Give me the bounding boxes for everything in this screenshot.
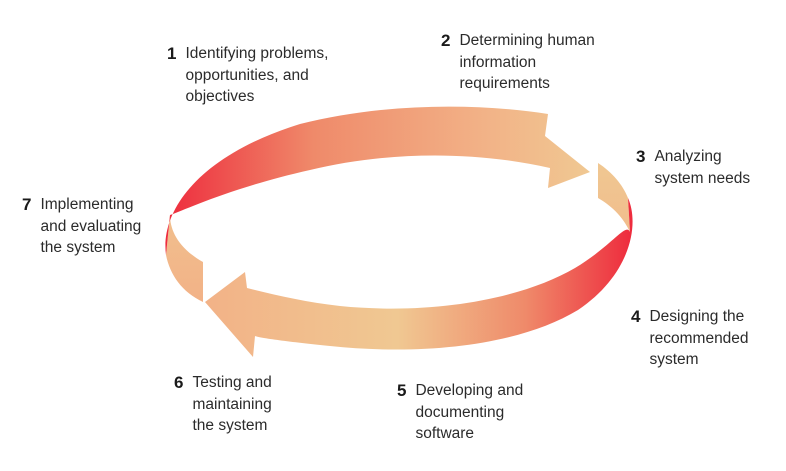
step-5: 5 Developing and documenting software <box>397 380 523 445</box>
step-6: 6 Testing and maintaining the system <box>174 372 272 437</box>
step-6-number: 6 <box>174 373 184 392</box>
step-7-number: 7 <box>22 195 32 214</box>
step-7-label: Implementing and evaluating the system <box>40 196 142 256</box>
left-back-wall <box>166 215 203 302</box>
step-1: 1 Identifying problems, opportunities, a… <box>167 43 329 108</box>
step-1-number: 1 <box>167 44 177 63</box>
step-1-label: Identifying problems, opportunities, and… <box>185 45 329 105</box>
top-arrow-band <box>165 106 590 255</box>
step-4-label: Designing the recommended system <box>649 308 749 368</box>
step-6-label: Testing and maintaining the system <box>192 374 272 434</box>
step-5-label: Developing and documenting software <box>415 382 524 442</box>
step-2-label: Determining human information requiremen… <box>459 32 595 92</box>
step-3-label: Analyzing system needs <box>654 148 751 187</box>
bottom-arrow-band <box>205 198 633 357</box>
step-4: 4 Designing the recommended system <box>631 306 749 371</box>
step-3: 3 Analyzing system needs <box>636 146 750 189</box>
step-2-number: 2 <box>441 31 451 50</box>
step-3-number: 3 <box>636 147 646 166</box>
right-back-wall <box>598 163 630 232</box>
step-2: 2 Determining human information requirem… <box>441 30 595 95</box>
step-5-number: 5 <box>397 381 407 400</box>
step-7: 7 Implementing and evaluating the system <box>22 194 141 259</box>
step-4-number: 4 <box>631 307 641 326</box>
